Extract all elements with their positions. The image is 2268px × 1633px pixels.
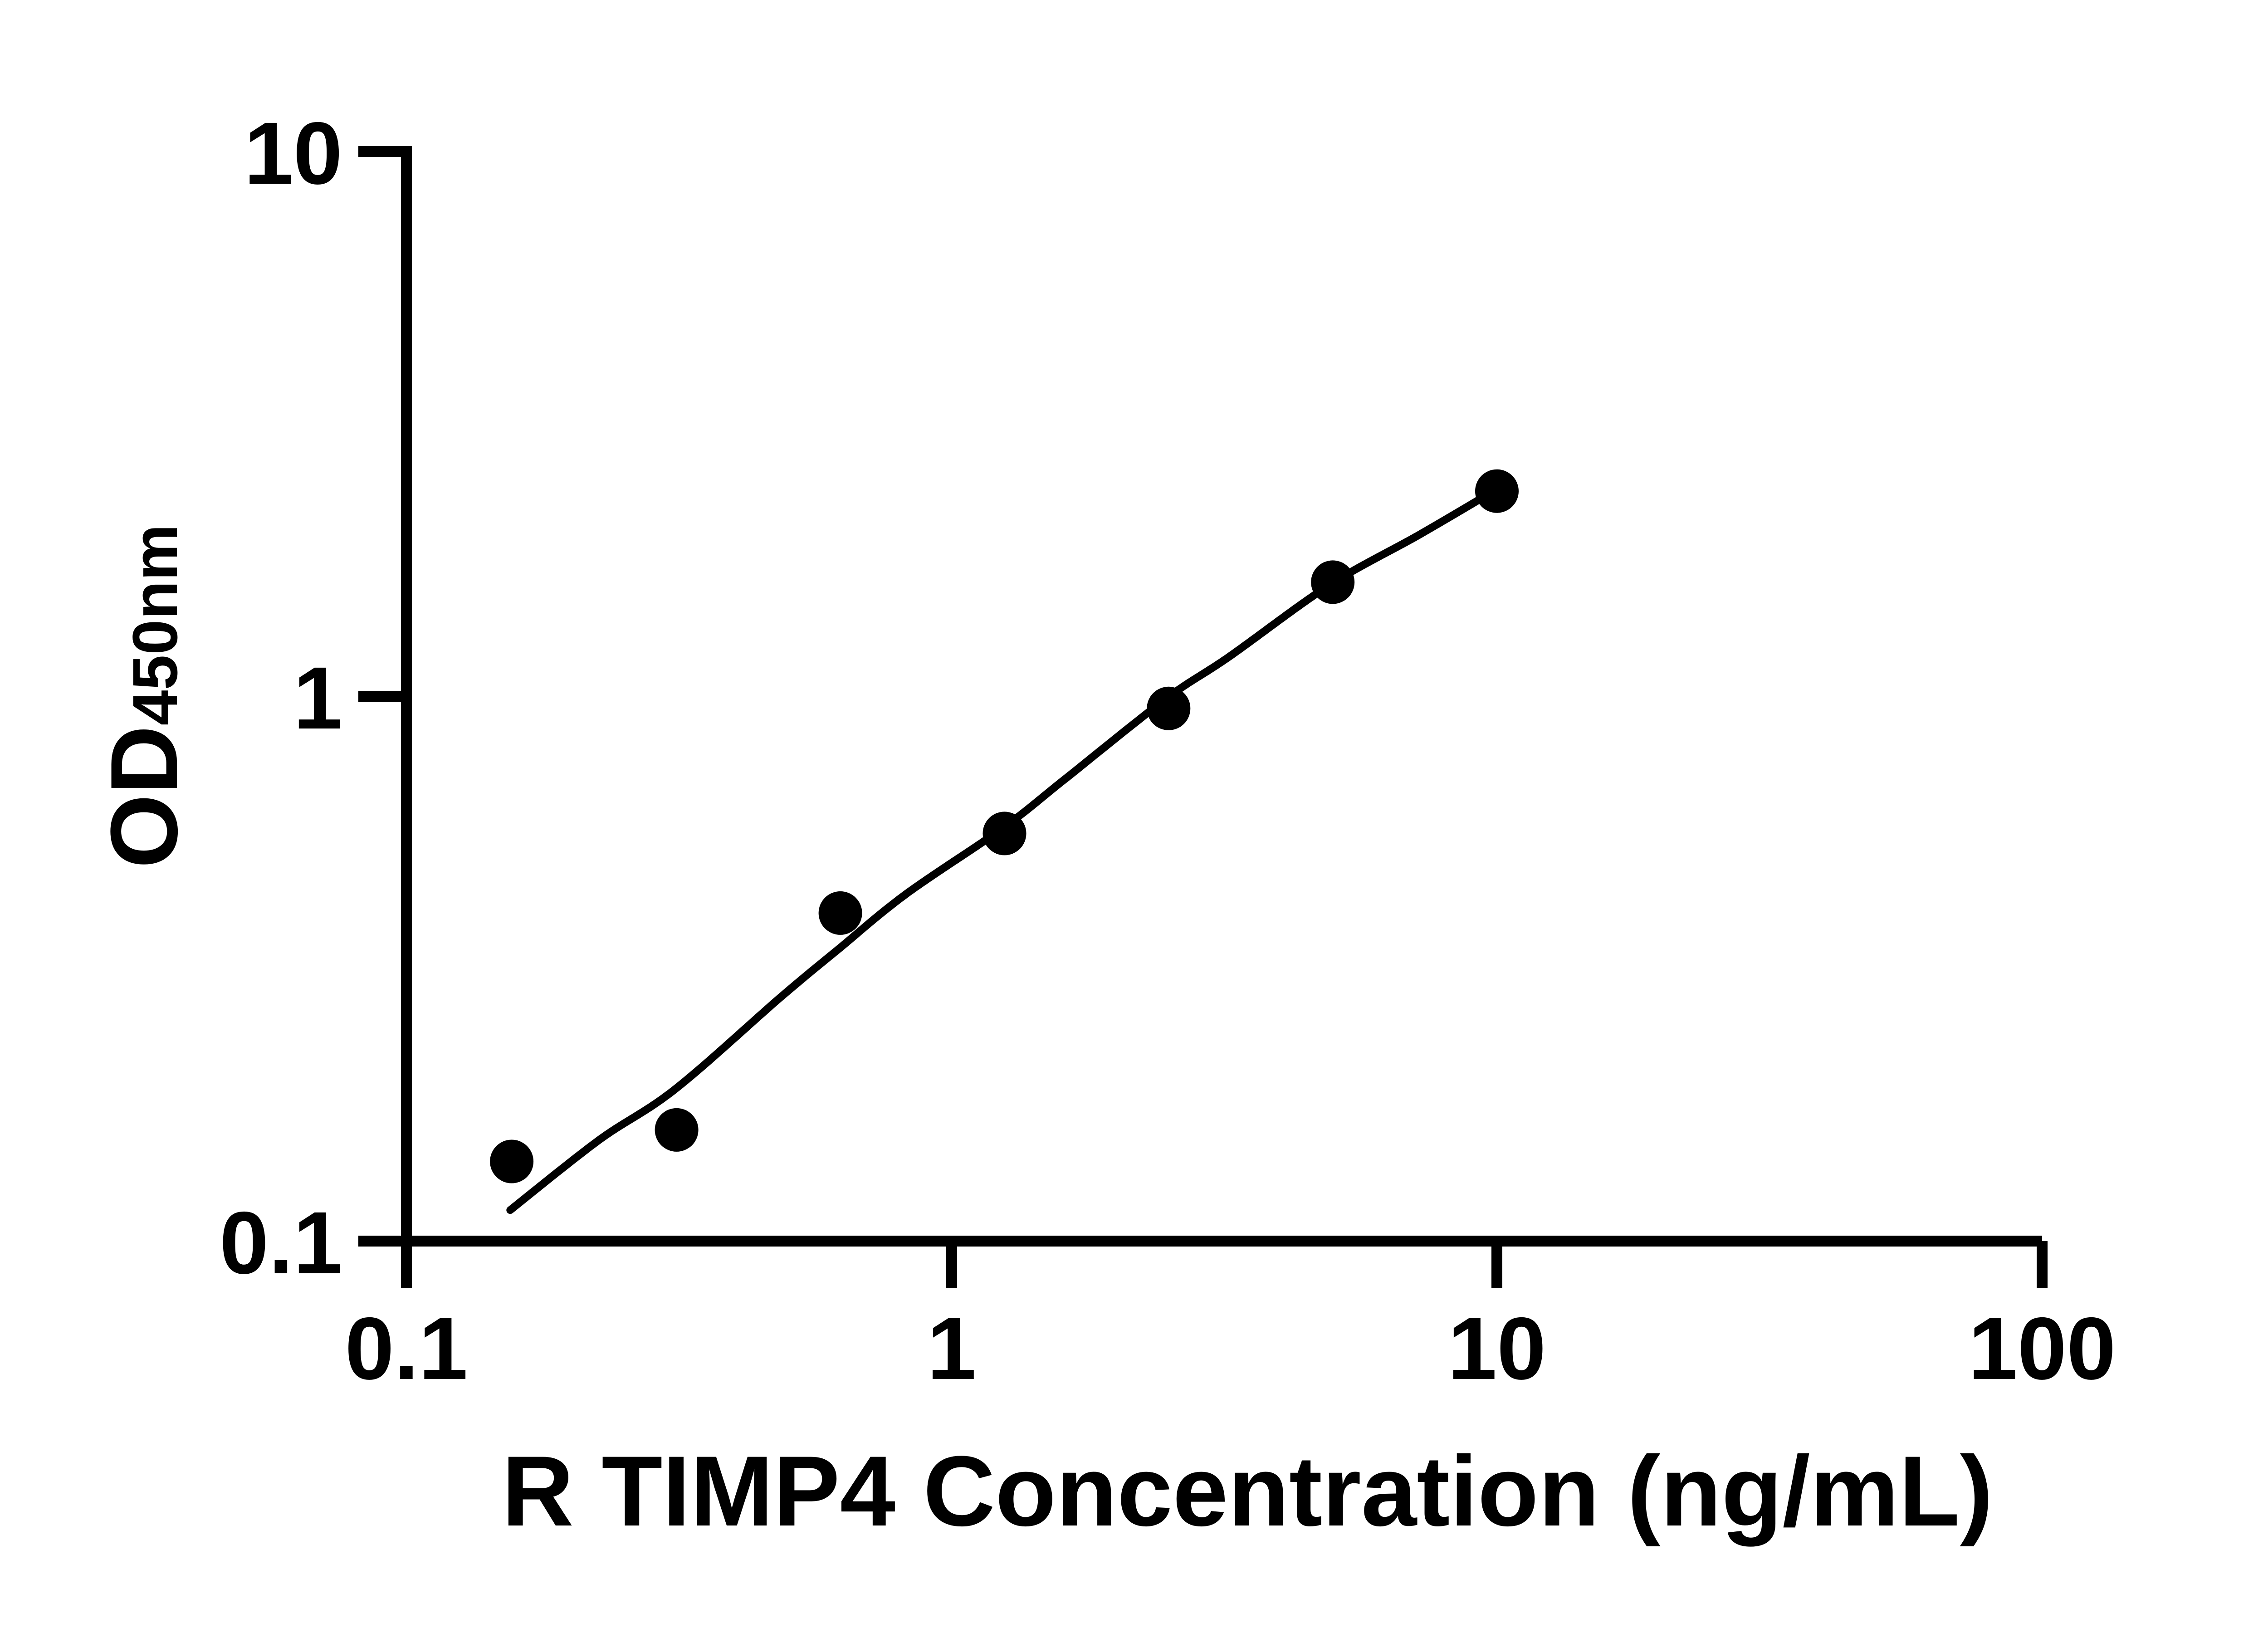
data-point — [818, 891, 862, 935]
y-axis-title: OD450nm — [91, 524, 197, 869]
y-axis-ticks — [358, 146, 406, 1247]
x-tick-label: 100 — [1968, 1299, 2116, 1398]
x-axis-tick-labels: 0.1 1 10 100 — [345, 1299, 2116, 1398]
y-tick-label: 10 — [244, 104, 342, 203]
y-tick-label: 0.1 — [220, 1193, 342, 1292]
x-axis-ticks — [401, 1241, 2048, 1288]
data-point — [982, 812, 1026, 856]
y-axis-title-sub: 450nm — [119, 524, 191, 726]
data-point — [1147, 686, 1191, 730]
y-axis-tick-labels: 0.1 1 10 — [220, 104, 342, 1292]
data-point — [655, 1108, 699, 1152]
x-tick-label: 0.1 — [345, 1299, 468, 1398]
x-tick-label: 10 — [1448, 1299, 1546, 1398]
y-axis-title-main: OD — [91, 725, 197, 868]
y-tick-label: 1 — [293, 649, 342, 748]
x-axis-title: R TIMP4 Concentration (ng/mL) — [502, 1435, 1993, 1547]
data-point — [490, 1139, 534, 1183]
x-tick-label: 1 — [927, 1299, 976, 1398]
axes — [360, 146, 2042, 1247]
data-point — [1311, 560, 1355, 604]
data-points — [490, 469, 1519, 1183]
data-point — [1475, 469, 1519, 513]
